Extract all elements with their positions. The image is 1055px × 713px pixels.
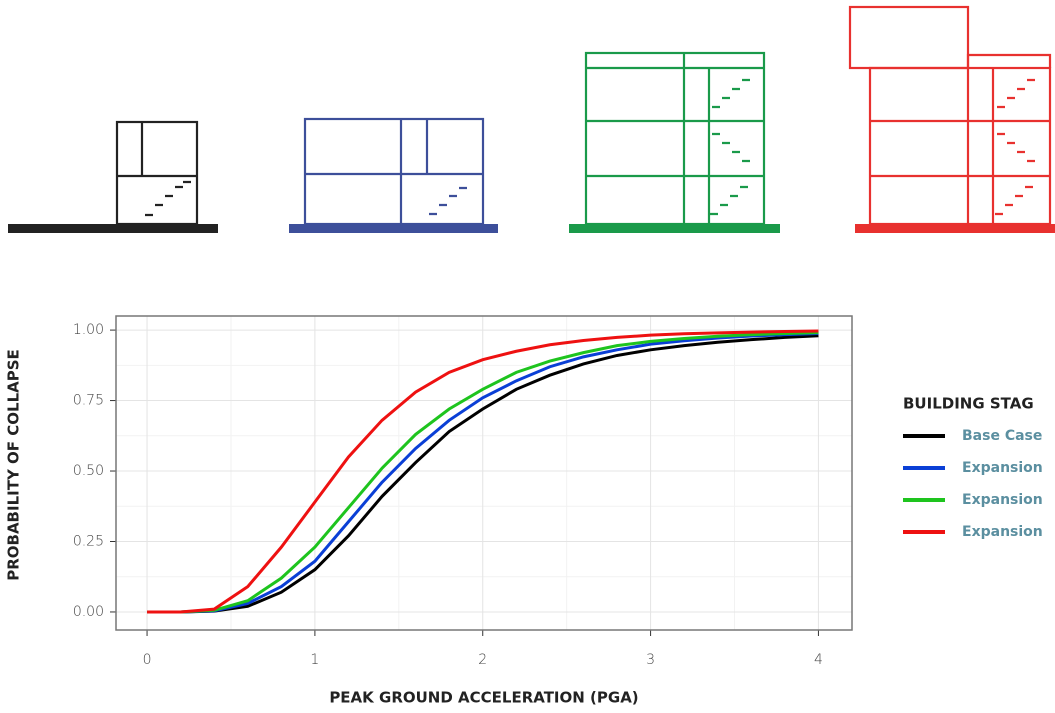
y-tick-label: 0.50 xyxy=(73,463,104,479)
x-tick-label: 2 xyxy=(478,652,487,668)
y-tick-label: 1.00 xyxy=(73,322,104,338)
line-series xyxy=(147,331,819,614)
legend-label: Base Case xyxy=(962,428,1042,444)
y-tick-label: 0.75 xyxy=(73,393,104,409)
building-illustrations xyxy=(8,5,1055,233)
x-tick-label: 4 xyxy=(814,652,823,668)
x-tick-label: 1 xyxy=(310,652,319,668)
building-expansion-3 xyxy=(848,5,1055,233)
legend-label: Expansion xyxy=(962,524,1043,540)
line-series xyxy=(147,331,819,614)
legend-label: Expansion xyxy=(962,492,1043,508)
plot-border xyxy=(115,315,853,631)
building-expansion-2 xyxy=(569,51,780,233)
building-base xyxy=(8,120,218,233)
x-tick-label: 0 xyxy=(143,652,152,668)
line-series xyxy=(147,334,819,614)
y-axis-title: PROBABILITY OF COLLAPSE xyxy=(5,349,23,581)
line-series xyxy=(147,329,819,614)
x-axis-title: PEAK GROUND ACCELERATION (PGA) xyxy=(329,689,638,707)
building-expansion-1 xyxy=(289,117,498,233)
y-tick-label: 0.00 xyxy=(73,604,104,620)
plot-area xyxy=(116,316,852,630)
legend-title: BUILDING STAG xyxy=(903,395,1034,413)
legend-label: Expansion xyxy=(962,460,1043,476)
x-tick-label: 3 xyxy=(646,652,655,668)
y-tick-label: 0.25 xyxy=(73,533,104,549)
